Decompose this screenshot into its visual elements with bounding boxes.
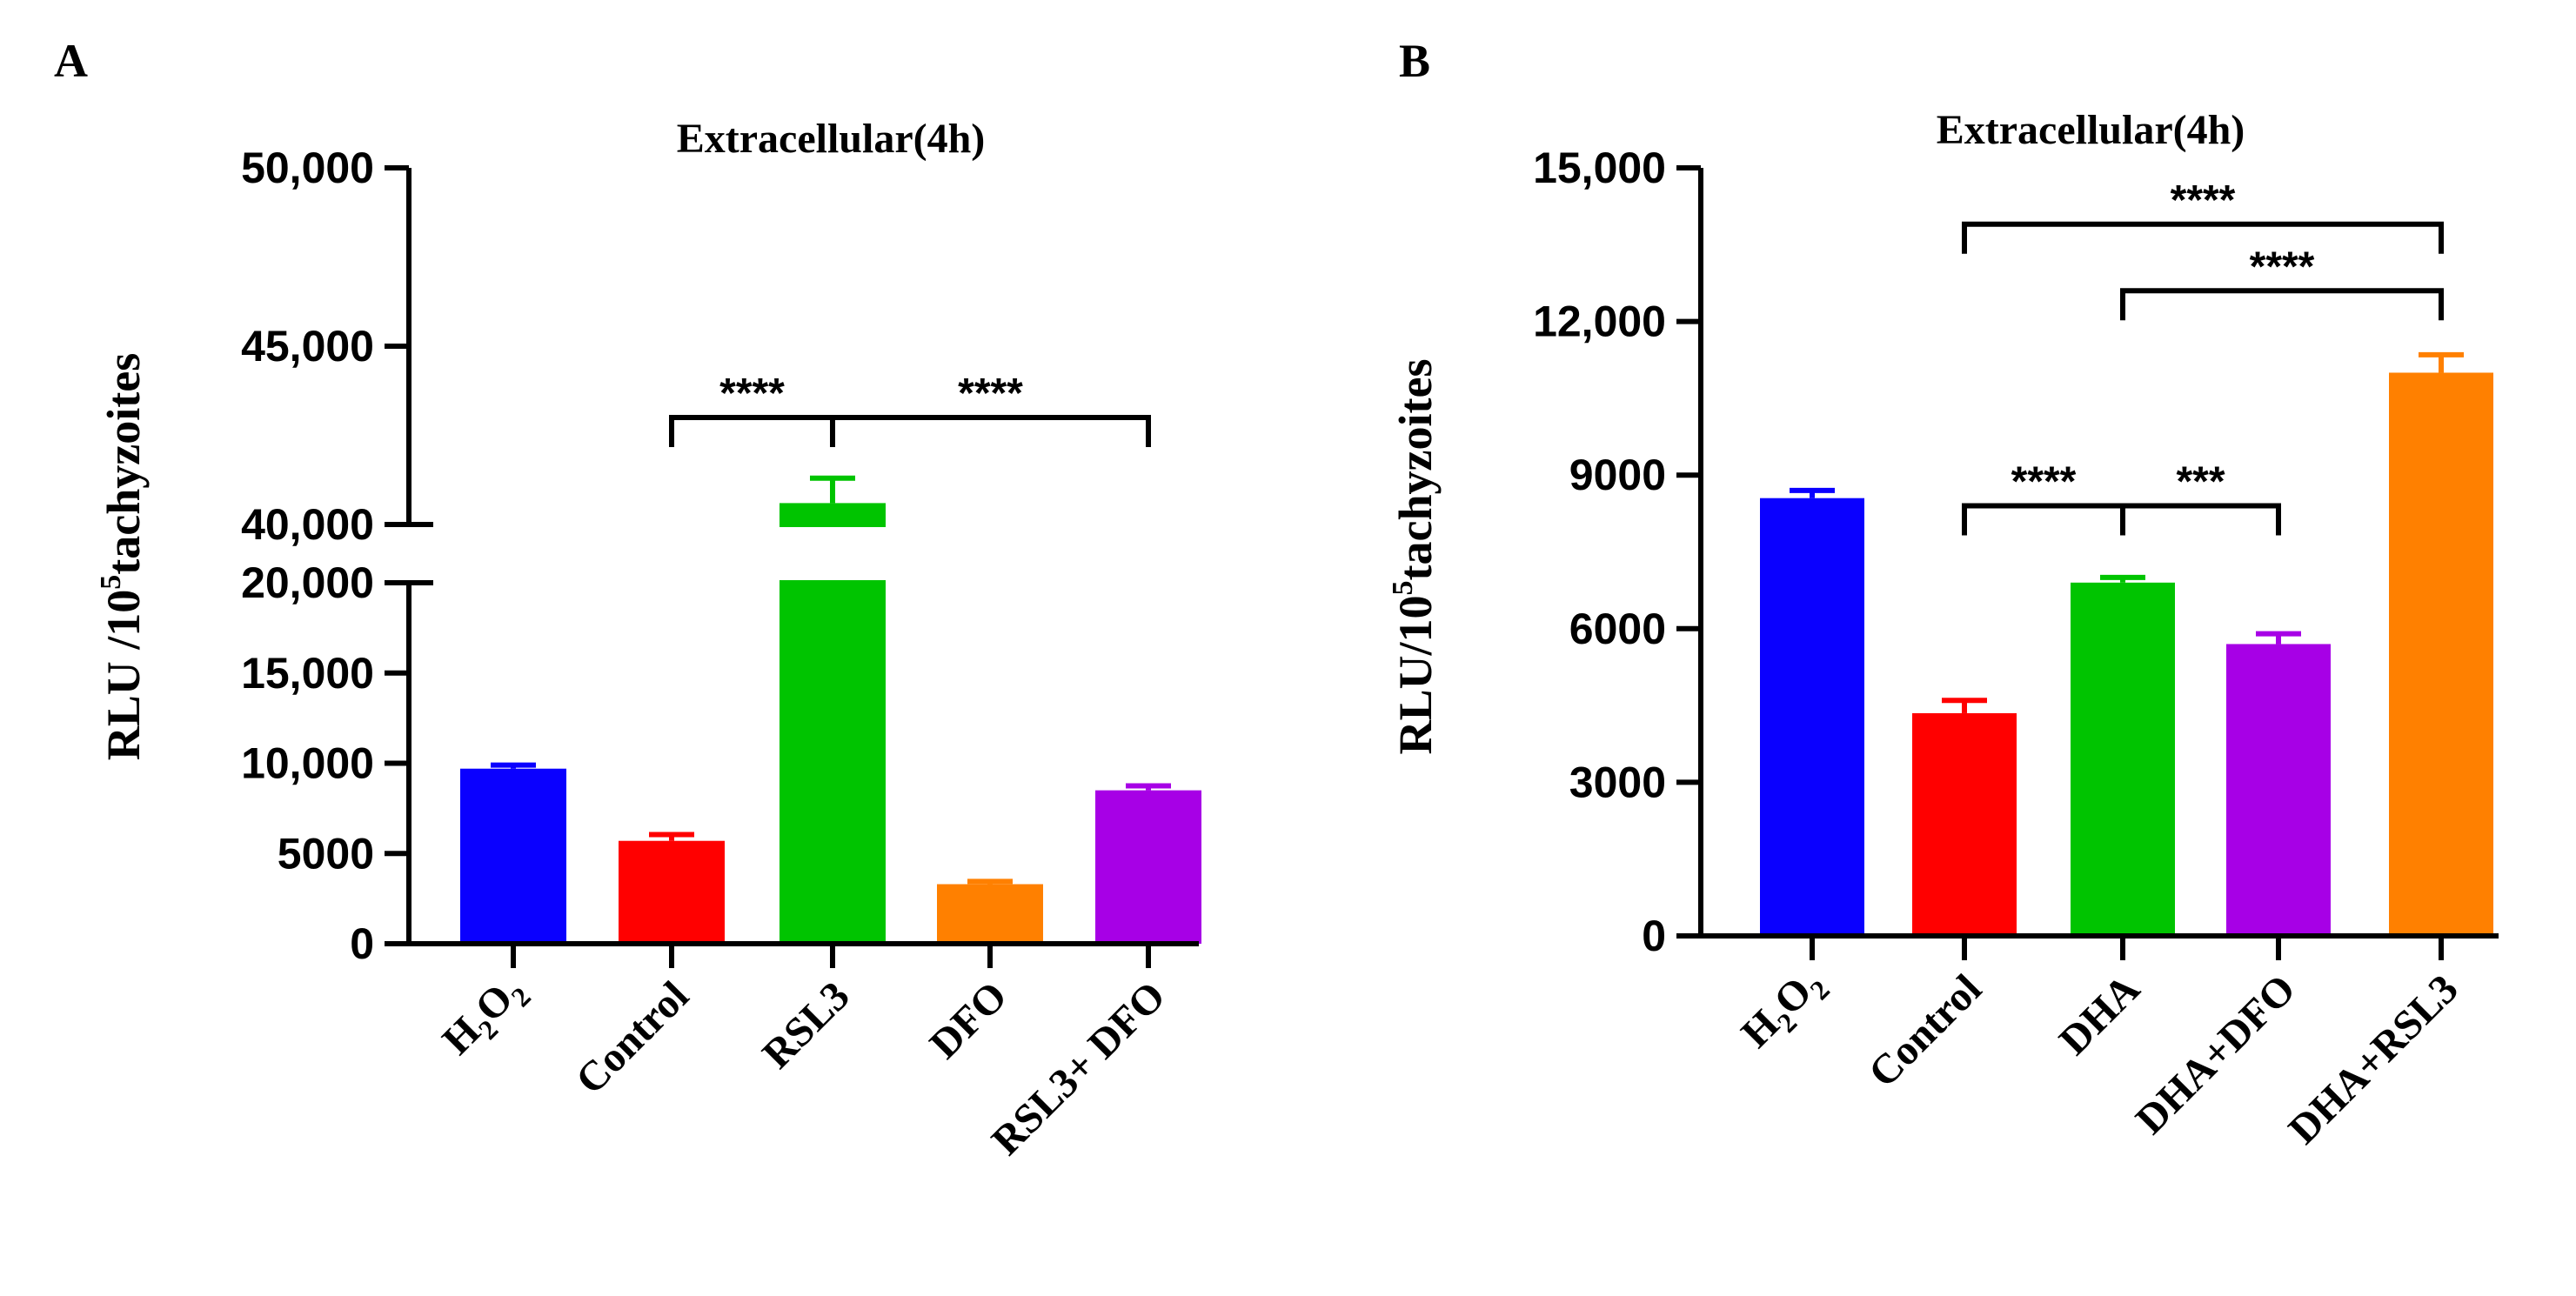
panel-label-a: A: [54, 35, 88, 87]
ylabel-pre: RLU/10: [1389, 595, 1442, 754]
y-tick-label: 10,000: [241, 739, 374, 788]
significance-label: ****: [2011, 459, 2077, 505]
ylabel-superscript: 5: [1387, 580, 1419, 595]
ylabel-post: tachyzoites: [97, 353, 150, 575]
y-tick-label: 20,000: [241, 558, 374, 607]
y-tick-label: 6000: [1569, 605, 1666, 653]
x-tick-label: H2O2: [1732, 959, 1836, 1062]
ylabel-superscript: 5: [95, 575, 127, 590]
panel-label-b: B: [1399, 35, 1430, 87]
x-tick-label: DHA+RSL3: [2280, 965, 2467, 1152]
x-tick-label: DHA: [2051, 965, 2149, 1064]
significance-bracket: [669, 415, 835, 447]
y-axis-label: RLU/105tachyzoites: [1387, 359, 1442, 755]
y-tick-label: 15,000: [1533, 144, 1666, 192]
significance-bracket: [1962, 503, 2125, 536]
chart-panel-b: Extracellular(4h) RLU/105tachyzoites 0 3000…: [1387, 107, 2499, 1153]
bar-dha-rsl3: [2389, 372, 2493, 936]
y-tick-label: 50,000: [241, 144, 374, 192]
y-tick-label: 45,000: [241, 322, 374, 371]
x-tick-label: DHA+DFO: [2127, 965, 2305, 1143]
y-tick-label: 0: [1642, 912, 1666, 960]
bar-rsl3-dfo: [1095, 790, 1201, 944]
x-tick-label: Control: [1860, 965, 1991, 1096]
significance-bracket: [2120, 288, 2444, 321]
significance-bracket: [830, 415, 1151, 447]
significance-label: ****: [719, 371, 785, 417]
y-tick-label: 15,000: [241, 649, 374, 698]
x-tick-label: H2O2: [433, 965, 537, 1069]
chart-title: Extracellular(4h): [677, 116, 986, 162]
y-tick-label: 40,000: [241, 500, 374, 549]
bar-control: [619, 840, 725, 944]
bar-dha-dfo: [2226, 644, 2331, 936]
significance-bracket: [2120, 503, 2281, 536]
y-tick-label: 3000: [1569, 758, 1666, 806]
y-tick-label: 9000: [1569, 451, 1666, 499]
significance-label: ****: [958, 371, 1023, 417]
y-tick-label: 5000: [278, 829, 374, 878]
ylabel-post: tachyzoites: [1389, 359, 1442, 581]
ylabel-pre: RLU /10: [97, 590, 150, 761]
chart-title: Extracellular(4h): [1937, 107, 2245, 153]
bar-h2o2: [1760, 498, 1864, 936]
y-axis-label: RLU /105tachyzoites: [95, 353, 150, 760]
x-tick-label: RSL3: [753, 972, 858, 1077]
significance-bracket: [1962, 221, 2444, 254]
significance-label: ***: [2176, 459, 2225, 505]
significance-label: ****: [2250, 244, 2315, 290]
x-tick-label: DFO: [921, 972, 1016, 1067]
bar-h2o2: [460, 768, 566, 944]
bar-dha: [2071, 582, 2175, 936]
bar-control: [1912, 712, 2017, 936]
y-tick-label: 0: [350, 919, 374, 968]
chart-panel-a: Extracellular(4h) RLU /105tachyzoites 0 500…: [95, 116, 1201, 1164]
x-tick-label: Control: [567, 972, 698, 1103]
axis-break-gap: [776, 527, 889, 580]
significance-label: ****: [2171, 177, 2236, 224]
bar-dfo: [937, 884, 1043, 944]
y-tick-label: 12,000: [1533, 297, 1666, 346]
